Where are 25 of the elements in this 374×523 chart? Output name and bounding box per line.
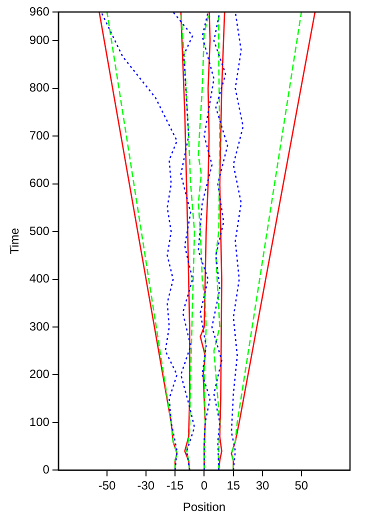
x-tick-label: -15 [166, 478, 184, 493]
line-series [230, 12, 244, 470]
y-tick-label: 400 [29, 272, 50, 286]
y-tick-label: 700 [29, 128, 50, 142]
x-tick-label: 50 [294, 478, 308, 493]
y-tick-label: 960 [29, 4, 50, 18]
y-tick-label: 900 [29, 32, 50, 47]
y-tick-label: 200 [29, 367, 50, 382]
x-axis-title: Position [182, 500, 226, 514]
y-tick-label: 800 [29, 80, 50, 95]
y-tick-label: 100 [29, 414, 50, 429]
y-tick-label: 0 [42, 462, 50, 477]
y-tick-label: 600 [29, 176, 50, 190]
y-axis-title: Time [8, 228, 22, 254]
x-tick-label: -30 [137, 478, 155, 493]
x-tick-label: 0 [200, 478, 208, 493]
line-series [198, 12, 215, 470]
y-tick-label: 500 [29, 224, 50, 238]
x-tick-label: 30 [256, 478, 270, 493]
line-series [230, 12, 302, 470]
line-series [172, 12, 196, 470]
x-tick-label: 15 [226, 478, 240, 493]
y-tick-label: 300 [29, 319, 50, 334]
x-tick-label: -50 [98, 478, 116, 493]
line-series [180, 12, 196, 470]
